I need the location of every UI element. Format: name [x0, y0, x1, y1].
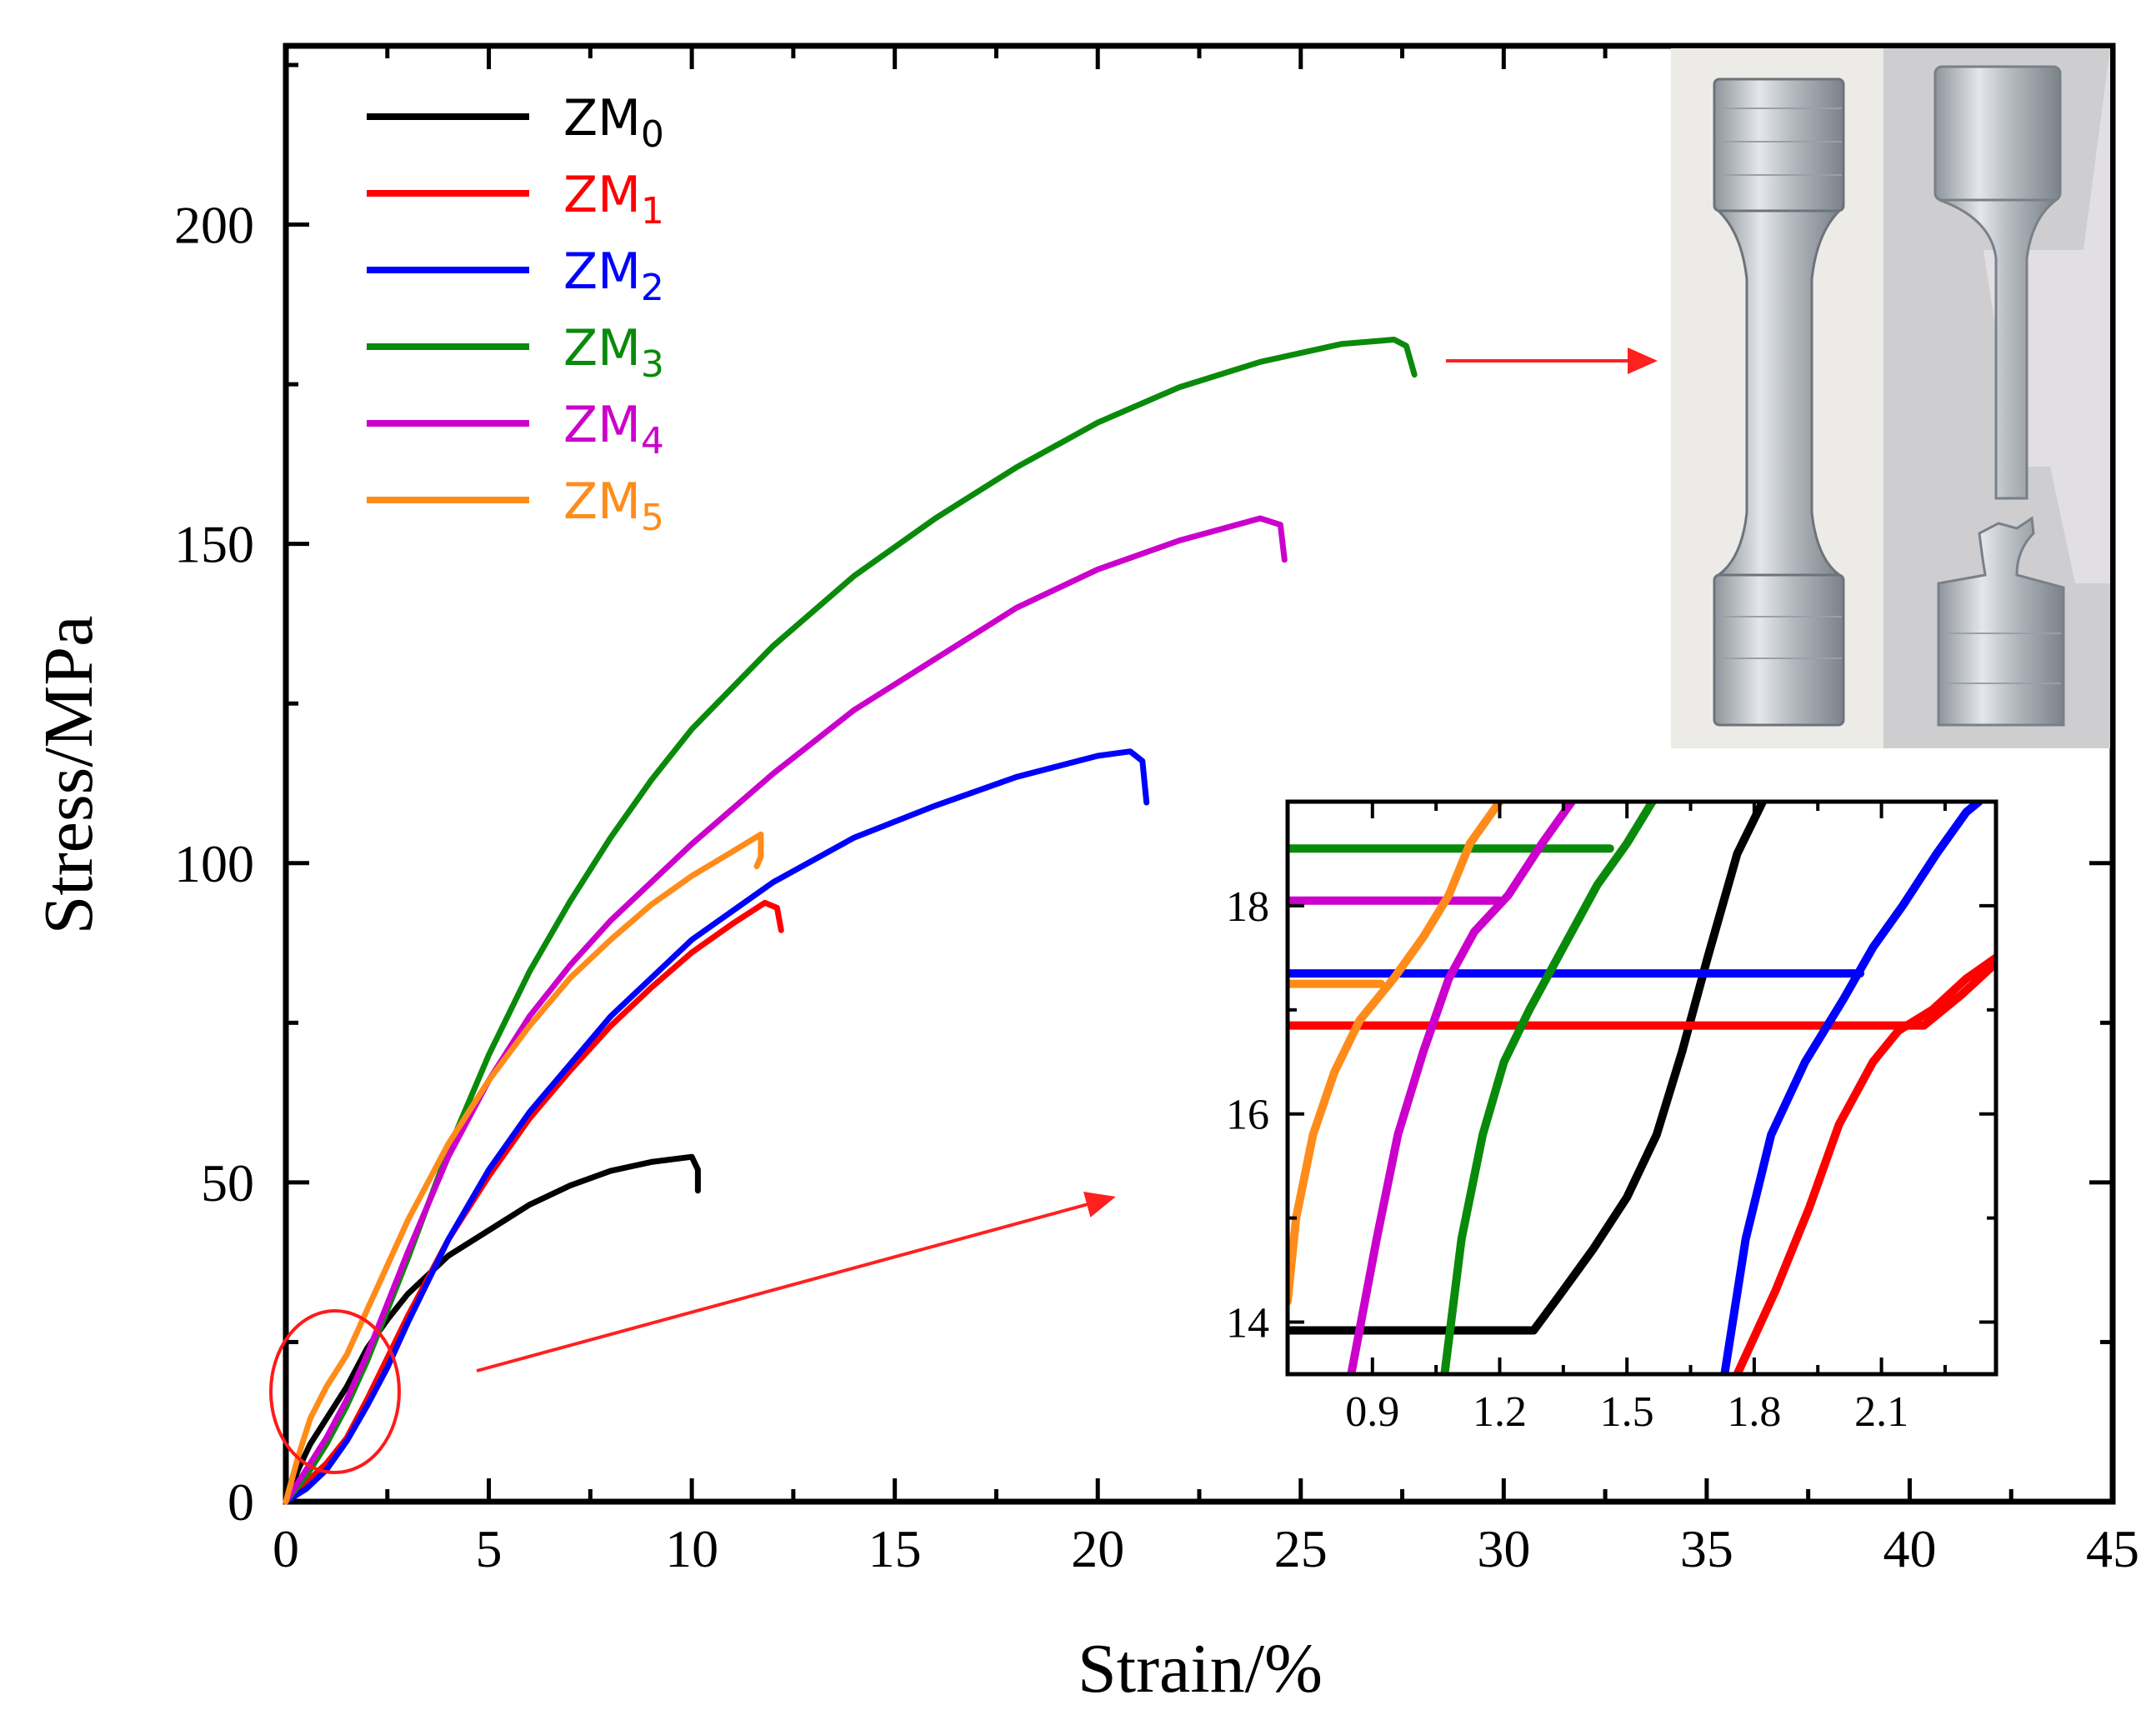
x-tick-label: 5	[476, 1519, 503, 1578]
inset-y-tick-label: 16	[1226, 1092, 1269, 1139]
legend-label-zm1: ZM1	[563, 166, 664, 232]
legend-label-zm0: ZM0	[563, 89, 664, 156]
legend-label-zm2: ZM2	[563, 242, 664, 309]
x-tick-label: 45	[2086, 1519, 2139, 1578]
x-tick-label: 40	[1883, 1519, 1936, 1578]
x-tick-label: 35	[1680, 1519, 1733, 1578]
specimen-photo	[1671, 48, 2110, 748]
y-tick-label: 150	[174, 515, 254, 574]
x-axis-title: Strain/%	[1078, 1630, 1323, 1708]
x-tick-label: 20	[1071, 1519, 1124, 1578]
fractured-specimen	[1933, 65, 2065, 727]
legend-label-zm4: ZM4	[563, 396, 664, 462]
inset-x-tick-label: 2.1	[1854, 1388, 1908, 1436]
inset-line-zm1-rise	[1733, 953, 1996, 1374]
y-tick-label: 0	[228, 1472, 254, 1532]
series-layer	[283, 337, 1418, 1505]
series-line-zm4	[283, 515, 1288, 1505]
y-tick-label: 50	[201, 1153, 254, 1212]
y-tick-label: 100	[174, 834, 254, 893]
inset-line-zm0	[1288, 802, 1768, 1335]
axes: 0 5 10 15 20 25 30 35 40 45 0 50 100 150 200	[174, 46, 2139, 1578]
highlight-ellipse	[269, 1309, 401, 1474]
x-tick-label: 10	[665, 1519, 718, 1578]
inset-y-tick-label: 18	[1226, 883, 1269, 931]
zoom-arrow	[476, 1191, 1116, 1372]
inset-x-tick-label: 0.9	[1345, 1388, 1399, 1436]
y-tick-label: 200	[174, 196, 254, 255]
inset-line-zm4-rise	[1347, 802, 1576, 1374]
x-tick-label: 25	[1274, 1519, 1328, 1578]
x-tick-label: 15	[868, 1519, 922, 1578]
legend: ZM0 ZM1 ZM2 ZM3 ZM4 ZM5	[367, 89, 664, 539]
y-axis-title: Stress/MPa	[30, 616, 108, 935]
series-line-zm5	[283, 831, 764, 1505]
series-line-zm2	[283, 748, 1150, 1505]
series-line-zm0	[283, 1153, 701, 1505]
x-tick-label: 30	[1477, 1519, 1530, 1578]
legend-label-zm5: ZM5	[563, 472, 664, 539]
inset-line-zm3-rise	[1440, 802, 1657, 1374]
legend-label-zm3: ZM3	[563, 319, 664, 386]
inset-line-zm1	[1288, 958, 1996, 1030]
inset-zoom-plot: 0.9 1.2 1.5 1.8 2.1 14 16 18	[1226, 799, 1998, 1436]
inset-line-zm5-rise	[1288, 802, 1504, 1306]
intact-specimen	[1713, 78, 1845, 727]
x-tick-label: 0	[273, 1519, 299, 1578]
inset-x-tick-label: 1.2	[1473, 1388, 1527, 1436]
inset-x-tick-label: 1.8	[1727, 1388, 1781, 1436]
inset-x-tick-label: 1.5	[1600, 1388, 1654, 1436]
inset-line-zm2-rise	[1720, 802, 1983, 1374]
inset-y-tick-label: 14	[1226, 1300, 1269, 1348]
